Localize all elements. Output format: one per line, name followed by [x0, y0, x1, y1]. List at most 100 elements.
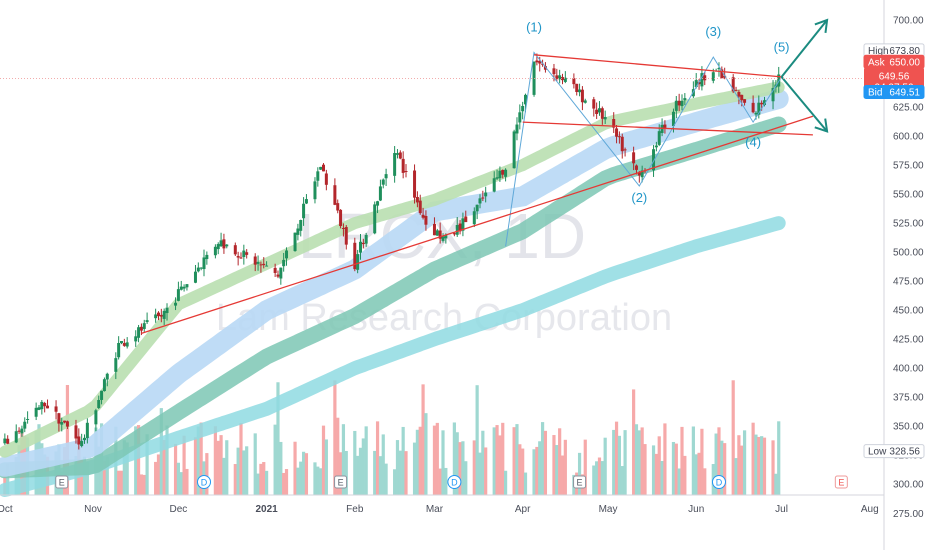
dividend-marker[interactable]: D [447, 475, 462, 489]
volume-bar [401, 426, 405, 495]
candle-body [575, 83, 579, 92]
lower-channel-line [522, 121, 813, 136]
volume-bar [404, 451, 408, 495]
volume-bar [136, 425, 141, 495]
volume-bar [176, 462, 180, 495]
earnings-marker[interactable]: E [55, 475, 69, 489]
candle-body [441, 236, 445, 241]
volume-bar [173, 443, 178, 495]
y-tick-label: 350.00 [893, 422, 924, 433]
candle-body [322, 164, 326, 172]
candle-body [461, 218, 465, 231]
candle-body [176, 289, 180, 301]
candle-body [597, 108, 601, 113]
candle-body [518, 112, 522, 123]
volume-bar [242, 450, 246, 495]
volume-bar [378, 456, 383, 495]
volume-bar [282, 472, 286, 495]
volume-bar [265, 470, 269, 495]
volume-bar [424, 413, 428, 495]
volume-bar [165, 425, 169, 495]
candle-body [80, 441, 84, 447]
volume-bar [512, 427, 516, 495]
volume-bar [239, 422, 243, 495]
volume-bar [583, 439, 587, 495]
candle-body [393, 153, 397, 176]
candle-body [444, 235, 448, 239]
candle-body [225, 244, 229, 247]
candle-body [262, 263, 266, 266]
candle-body [94, 410, 98, 425]
x-tick-label: Jun [688, 504, 704, 515]
volume-bar [341, 424, 346, 495]
candle-body [219, 240, 223, 247]
candle-body [114, 358, 118, 372]
x-axis[interactable]: Oct Nov Dec 2021 Feb Mar Apr May Jun Jul Aug [0, 504, 879, 515]
earnings-marker[interactable]: E [834, 475, 848, 489]
candle-body [717, 67, 721, 70]
volume-bar [384, 463, 388, 495]
ema-ribbons [0, 81, 789, 497]
volume-bar [381, 434, 385, 495]
earnings-marker[interactable]: E [334, 475, 348, 489]
volume-bar [364, 426, 368, 495]
candle-body [100, 390, 104, 400]
candle-body [216, 244, 220, 250]
candle-body [193, 271, 197, 283]
candle-body [236, 255, 240, 258]
dividend-marker[interactable]: D [197, 475, 212, 489]
candle-body [472, 211, 476, 225]
volume-bar [418, 426, 422, 495]
volume-bar [498, 435, 502, 495]
wave-label: (3) [705, 24, 721, 39]
volume-bar [777, 421, 781, 495]
volume-bar [432, 425, 437, 495]
candle-body [279, 267, 283, 279]
candle-body [458, 223, 462, 232]
volume-bar [253, 433, 257, 495]
candle-body [617, 136, 621, 138]
volume-bar [751, 422, 755, 495]
dividend-marker-bg [197, 475, 212, 489]
y-tick-label: 625.00 [893, 103, 924, 114]
dividend-marker[interactable]: D [711, 475, 726, 489]
candle-body [296, 228, 300, 235]
volume-bar [643, 444, 647, 495]
candle-body [592, 99, 596, 109]
candle-body [521, 106, 525, 112]
volume-bar [245, 446, 249, 495]
candle-body [711, 72, 715, 81]
volume-bar [455, 432, 459, 495]
candle-body [3, 438, 7, 444]
volume-bar [279, 441, 283, 495]
volume-bar [284, 469, 289, 495]
event-marker-label: E [59, 478, 65, 488]
ask-tag-label: Ask [868, 57, 886, 68]
bid-tag: Bid 649.51 [863, 84, 925, 99]
wave-label: (4) [745, 135, 761, 150]
volume-bar [205, 453, 209, 495]
projection-down-arrow [780, 76, 828, 133]
candle-body [57, 413, 61, 424]
x-tick-label: Dec [170, 504, 188, 515]
candle-body [404, 171, 408, 173]
volume-bar [717, 427, 721, 495]
volume-bar [472, 440, 476, 495]
candle-body [285, 250, 289, 259]
support-trendline [141, 115, 814, 335]
volume-bar [674, 443, 678, 495]
candle-body [475, 204, 479, 212]
price-tags: High673.80Ask650.00649.5604:07:56Bid649.… [863, 43, 925, 459]
candle-body [763, 100, 767, 106]
volume-bar [518, 444, 522, 495]
annotations[interactable] [0, 18, 884, 335]
wave-labels: (1) (2) (3) (4) (5) [526, 20, 789, 206]
candle-body [46, 405, 50, 409]
last-price-value: 649.56 [879, 72, 910, 83]
earnings-marker[interactable]: E [573, 475, 587, 489]
volume-bar [515, 424, 519, 495]
volume-bar [563, 439, 567, 495]
candle-body [612, 119, 616, 128]
